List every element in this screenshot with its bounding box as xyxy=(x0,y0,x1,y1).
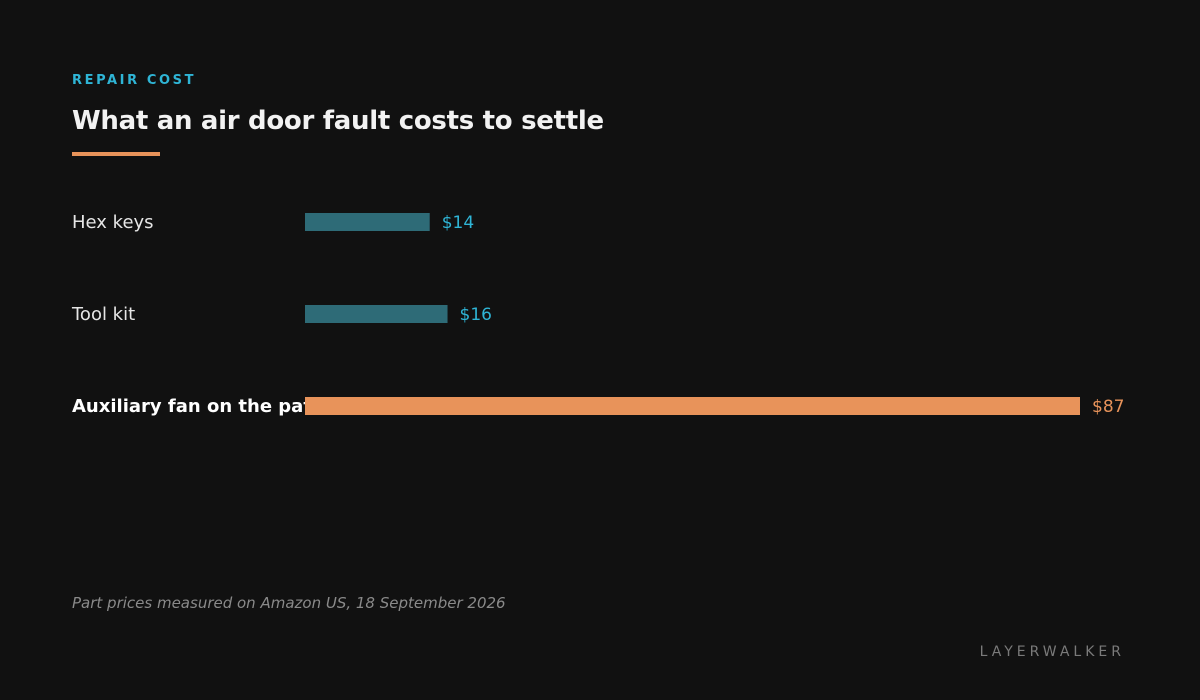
brand-wordmark: LAYERWALKER xyxy=(979,644,1125,660)
category-label: Hex keys xyxy=(72,212,154,233)
title-accent-rule xyxy=(72,152,160,156)
bar-chart: Hex keys $14 Tool kit $16 Auxiliary fan on t… xyxy=(71,212,1124,417)
category-label: Auxiliary fan on the path xyxy=(72,396,325,417)
category-label: Tool kit xyxy=(71,304,135,325)
bar xyxy=(305,397,1080,415)
value-label: $16 xyxy=(460,305,492,325)
bar xyxy=(305,213,430,231)
bar xyxy=(305,305,448,323)
chart-title: What an air door fault costs to settle xyxy=(72,106,604,136)
value-label: $87 xyxy=(1092,397,1124,417)
chart-eyebrow: REPAIR COST xyxy=(72,73,197,88)
source-note: Part prices measured on Amazon US, 18 Se… xyxy=(72,594,506,612)
value-label: $14 xyxy=(442,213,474,233)
